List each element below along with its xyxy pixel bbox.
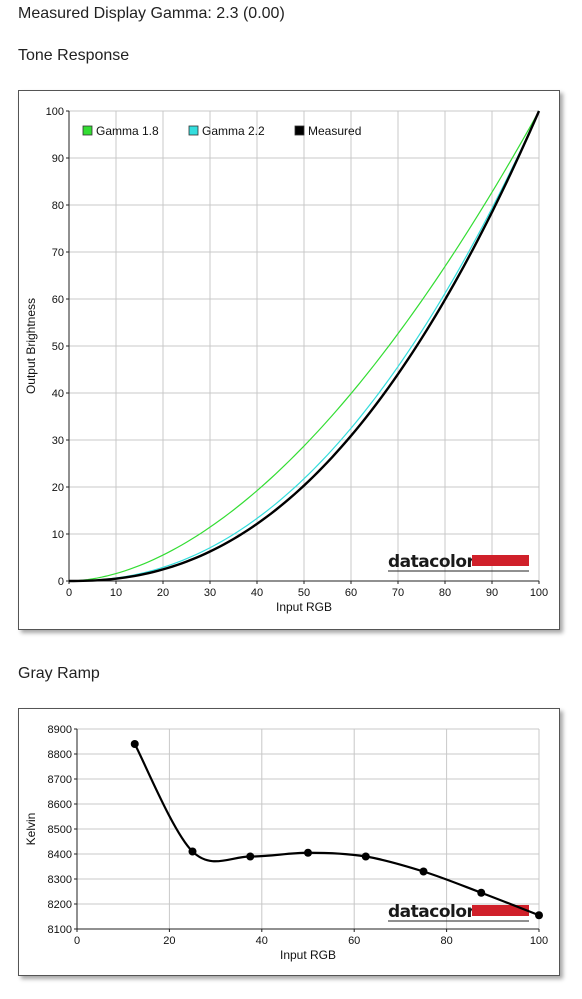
y-tick-label: 8200 xyxy=(48,899,72,911)
x-tick-label: 60 xyxy=(348,935,360,947)
series-line xyxy=(68,110,541,583)
x-tick-label: 50 xyxy=(298,587,310,599)
x-axis-label: Input RGB xyxy=(276,600,332,614)
x-tick-label: 20 xyxy=(163,935,175,947)
x-tick-label: 40 xyxy=(251,587,263,599)
y-tick-label: 8600 xyxy=(48,799,72,811)
x-tick-label: 40 xyxy=(256,935,268,947)
series-kelvin xyxy=(130,740,543,920)
brand-logo-text: datacolor xyxy=(388,552,476,572)
y-tick-label: 90 xyxy=(52,153,64,165)
brand-logo-bar xyxy=(472,555,529,566)
series-measured xyxy=(68,110,541,583)
page-title: Measured Display Gamma: 2.3 (0.00) xyxy=(18,5,285,22)
y-tick-label: 8100 xyxy=(48,924,72,936)
x-tick-label: 20 xyxy=(157,587,169,599)
tone-response-heading: Tone Response xyxy=(18,47,130,64)
x-tick-label: 80 xyxy=(439,587,451,599)
x-tick-label: 0 xyxy=(66,587,72,599)
y-tick-label: 0 xyxy=(58,576,64,588)
x-tick-label: 100 xyxy=(530,587,548,599)
y-tick-label: 30 xyxy=(52,435,64,447)
y-tick-label: 70 xyxy=(52,247,64,259)
x-tick-label: 100 xyxy=(530,935,548,947)
y-tick-label: 60 xyxy=(52,294,64,306)
x-tick-label: 30 xyxy=(204,587,216,599)
data-point xyxy=(477,888,486,897)
data-point xyxy=(304,848,312,857)
y-tick-label: 10 xyxy=(52,529,64,541)
data-point xyxy=(246,852,255,861)
y-tick-label: 8800 xyxy=(48,749,72,761)
y-tick-label: 8900 xyxy=(48,724,72,736)
data-point xyxy=(419,867,428,876)
y-tick-label: 50 xyxy=(52,341,64,353)
data-point xyxy=(130,740,139,748)
legend-swatch xyxy=(294,125,305,136)
y-tick-label: 40 xyxy=(52,388,64,400)
legend-label: Measured xyxy=(308,124,361,138)
y-tick-label: 8300 xyxy=(48,874,72,886)
x-tick-label: 90 xyxy=(486,587,498,599)
x-tick-label: 80 xyxy=(440,935,452,947)
series-line xyxy=(68,110,540,582)
y-tick-label: 8700 xyxy=(48,774,72,786)
y-tick-label: 8500 xyxy=(48,824,72,836)
gray-ramp-heading: Gray Ramp xyxy=(18,665,100,682)
legend-label: Gamma 2.2 xyxy=(202,124,265,138)
legend-swatch xyxy=(82,125,93,136)
y-tick-label: 8400 xyxy=(48,849,72,861)
x-axis-label: Input RGB xyxy=(280,948,336,962)
series-line xyxy=(68,110,540,582)
y-tick-label: 20 xyxy=(52,482,64,494)
x-tick-label: 70 xyxy=(392,587,404,599)
y-tick-label: 100 xyxy=(46,106,64,118)
data-point xyxy=(361,852,370,861)
brand-logo-bar xyxy=(472,905,529,916)
series-gamma-1-8 xyxy=(68,110,540,582)
y-tick-label: 80 xyxy=(52,200,64,212)
legend-label: Gamma 1.8 xyxy=(96,124,159,138)
tone-response-panel: 0 10 20 30 40 50 60 70 80 90 100 0 10 20 30 40 50 60 70 80 9… xyxy=(18,90,560,630)
brand-logo-text: datacolor xyxy=(388,902,476,922)
series-line xyxy=(133,743,540,917)
y-axis-label: Kelvin xyxy=(24,813,38,846)
data-point xyxy=(188,847,197,856)
x-tick-label: 60 xyxy=(345,587,357,599)
y-axis-label: Output Brightness xyxy=(24,298,38,394)
gray-ramp-panel: 0 20 40 60 80 100 8100 8200 8300 8400 8500 8600 8700… xyxy=(18,708,560,976)
series-gamma-2-2 xyxy=(68,110,540,582)
data-point xyxy=(535,911,543,920)
gray-ramp-chart: 0 20 40 60 80 100 8100 8200 8300 8400 8500 8600 8700… xyxy=(24,724,548,962)
x-tick-label: 10 xyxy=(110,587,122,599)
x-tick-label: 0 xyxy=(74,935,80,947)
legend-swatch xyxy=(188,125,199,136)
tone-response-chart: 0 10 20 30 40 50 60 70 80 90 100 0 10 20 30 40 50 60 70 80 9… xyxy=(24,106,548,614)
